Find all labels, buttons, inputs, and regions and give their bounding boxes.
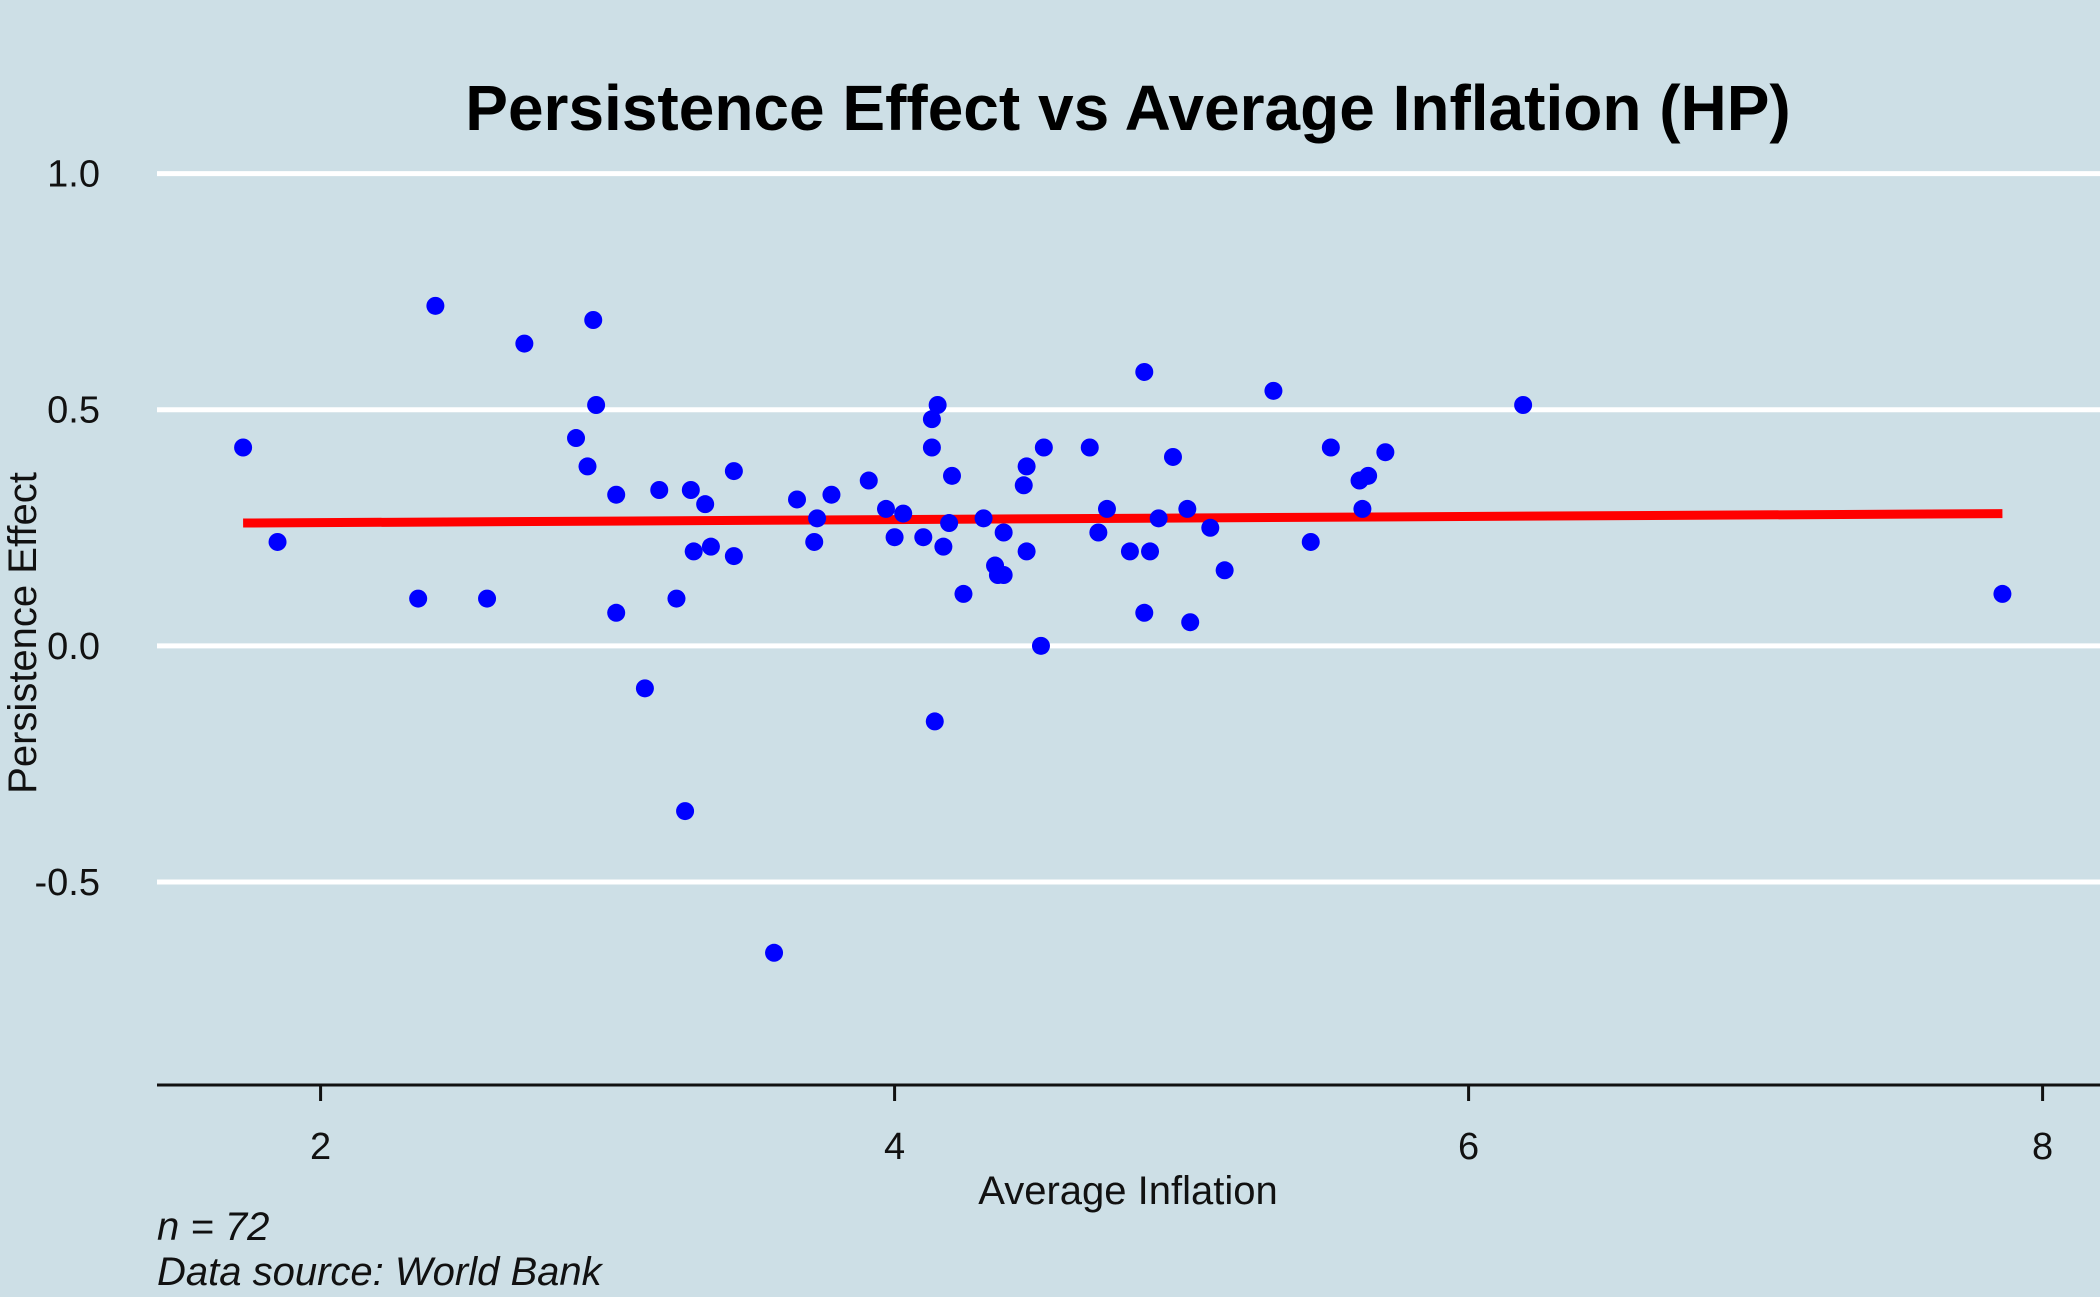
data-point [701, 537, 720, 556]
data-point [676, 802, 695, 821]
data-point [1135, 603, 1154, 622]
y-tick-label: -0.5 [35, 862, 100, 904]
data-point [765, 943, 784, 962]
data-point [925, 712, 944, 731]
gridlines [157, 171, 2100, 885]
data-point [805, 532, 824, 551]
x-tick-label: 8 [2032, 1126, 2053, 1168]
data-point [1017, 542, 1036, 561]
chart-title: Persistence Effect vs Average Inflation … [465, 72, 1790, 144]
sample-size-note: n = 72 [157, 1205, 269, 1249]
data-point [876, 499, 895, 518]
data-point [1034, 438, 1053, 457]
data-point [1264, 381, 1283, 400]
data-point [922, 410, 941, 429]
x-tick-label: 6 [1458, 1126, 1479, 1168]
data-point [1514, 396, 1533, 414]
data-point [515, 334, 534, 353]
data-point [696, 495, 715, 514]
data-point [1120, 542, 1139, 561]
data-point [724, 547, 743, 566]
y-axis-label: Persistence Effect [1, 472, 45, 794]
data-point [684, 542, 703, 561]
data-points [234, 296, 2012, 962]
data-point [808, 509, 827, 528]
y-tick-label: 0.0 [47, 626, 100, 668]
data-point [894, 504, 913, 523]
y-tick-label: 1.0 [47, 154, 100, 196]
data-point [914, 528, 933, 547]
data-point [940, 514, 959, 533]
data-point [1178, 499, 1197, 518]
x-tick-label: 2 [310, 1126, 331, 1168]
data-point [822, 485, 841, 504]
data-point [1353, 499, 1372, 518]
y-tick-labels: -0.5 0.0 0.5 1.0 [35, 154, 100, 904]
data-point [885, 528, 904, 547]
data-point [607, 485, 626, 504]
data-point [650, 481, 669, 499]
data-point [234, 438, 253, 457]
data-point [1017, 457, 1036, 476]
data-point [724, 462, 743, 481]
data-point [954, 584, 973, 603]
data-point [1097, 499, 1116, 518]
data-point [1321, 438, 1340, 457]
data-point [934, 537, 953, 556]
data-point [1149, 509, 1168, 528]
data-point [1215, 561, 1234, 580]
data-point [859, 471, 878, 490]
x-ticks: 2 4 6 8 [310, 1085, 2053, 1168]
data-point [667, 589, 686, 608]
data-point [607, 603, 626, 622]
x-axis-label: Average Inflation [978, 1169, 1277, 1213]
data-point [1031, 636, 1050, 655]
data-point [1014, 476, 1033, 495]
trend-line [243, 509, 2003, 528]
data-point [584, 311, 603, 329]
data-point [1301, 532, 1320, 551]
data-point [1141, 542, 1160, 561]
data-point [1135, 362, 1154, 381]
data-point [1181, 613, 1200, 632]
data-point [578, 457, 597, 476]
data-point [1359, 466, 1378, 485]
data-point [942, 466, 961, 485]
data-point [587, 396, 606, 414]
data-point [409, 589, 428, 608]
x-tick-label: 4 [884, 1126, 905, 1168]
data-source-note: Data source: World Bank [157, 1250, 604, 1294]
data-point [478, 589, 497, 608]
data-point [994, 566, 1013, 584]
data-point [1993, 584, 2012, 603]
data-point [268, 532, 287, 551]
data-point [681, 481, 700, 499]
data-point [1163, 447, 1182, 466]
data-point [928, 396, 947, 414]
y-tick-label: 0.5 [47, 390, 100, 432]
data-point [1376, 443, 1395, 462]
data-point [1201, 518, 1220, 537]
data-point [426, 296, 445, 315]
data-point [974, 509, 993, 528]
data-point [1089, 523, 1108, 542]
data-point [994, 523, 1013, 542]
data-point [1080, 438, 1099, 457]
data-point [567, 429, 586, 448]
data-point [635, 679, 654, 698]
data-point [922, 438, 941, 457]
data-point [788, 490, 807, 509]
